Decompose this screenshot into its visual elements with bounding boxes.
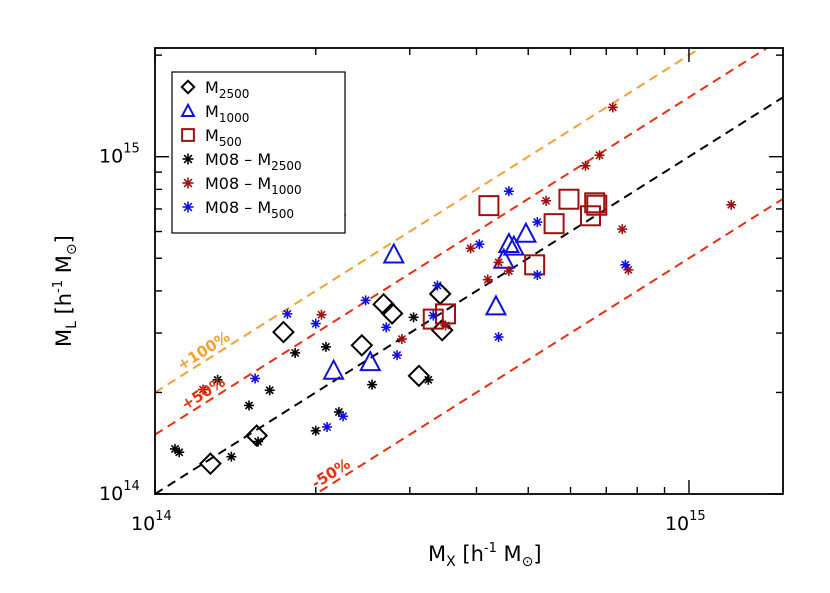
data-point xyxy=(617,224,628,235)
data-point xyxy=(493,332,504,343)
data-point xyxy=(422,308,444,330)
data-point xyxy=(594,150,605,161)
series-m08-m2500 xyxy=(169,312,434,462)
data-point xyxy=(282,308,293,319)
data-point xyxy=(396,334,407,345)
data-point xyxy=(579,205,601,227)
data-point xyxy=(478,195,500,217)
data-point xyxy=(502,234,526,256)
legend-marker xyxy=(182,153,194,165)
tick-labels: 1014 1015 1014 1015 xyxy=(99,142,706,535)
data-point xyxy=(245,424,269,447)
data-point xyxy=(212,374,223,385)
legend-marker xyxy=(180,102,196,117)
legend-marker xyxy=(180,79,196,95)
data-point xyxy=(338,411,349,422)
data-point xyxy=(322,421,333,432)
x-axis-label: MX [h-1 M⊙] xyxy=(428,541,542,570)
reference-line xyxy=(155,48,703,394)
data-point xyxy=(310,318,321,329)
data-point xyxy=(465,243,476,254)
data-point xyxy=(432,280,443,291)
data-point xyxy=(620,259,631,270)
data-points xyxy=(169,102,737,476)
data-point xyxy=(558,188,580,210)
reference-line xyxy=(313,197,783,494)
data-point xyxy=(428,282,452,306)
data-point xyxy=(430,318,454,342)
data-point xyxy=(407,364,431,388)
data-point xyxy=(264,385,275,396)
data-point xyxy=(359,349,382,372)
data-point xyxy=(484,294,508,316)
data-point xyxy=(474,239,485,250)
data-point xyxy=(541,195,552,206)
legend-label: M08 – M2500 xyxy=(205,150,302,173)
data-point xyxy=(250,373,261,384)
data-point xyxy=(392,350,403,361)
data-point xyxy=(320,341,331,352)
legend-marker xyxy=(182,177,194,189)
line-label: -50% xyxy=(308,455,353,493)
axis-ticks xyxy=(154,48,783,495)
reference-line xyxy=(155,48,769,436)
legend-label: M08 – M1000 xyxy=(205,174,302,197)
data-point xyxy=(380,302,404,325)
data-point xyxy=(607,102,618,113)
x-tick-label: 1014 xyxy=(131,509,172,535)
data-point xyxy=(316,309,327,320)
data-point xyxy=(198,384,209,395)
line-label: +100% xyxy=(174,328,233,375)
data-point xyxy=(253,436,264,447)
legend-label: M08 – M500 xyxy=(205,198,294,221)
data-point xyxy=(423,374,434,385)
data-point xyxy=(310,425,321,436)
legend-marker xyxy=(182,201,194,213)
series-m1000 xyxy=(322,221,538,380)
data-point xyxy=(199,452,222,476)
data-point xyxy=(503,266,514,277)
data-point xyxy=(543,213,565,235)
data-point xyxy=(726,199,737,210)
legend-label: M500 xyxy=(205,126,242,149)
data-point xyxy=(174,447,185,458)
data-point xyxy=(532,217,543,228)
legend-label: M1000 xyxy=(205,102,249,125)
y-axis-label: ML [h-1 M⊙] xyxy=(51,235,80,347)
data-point xyxy=(350,333,374,357)
data-point xyxy=(226,451,237,462)
data-point xyxy=(586,194,608,216)
data-point xyxy=(493,257,504,268)
data-point xyxy=(532,269,543,280)
data-point xyxy=(580,160,591,171)
data-point xyxy=(290,347,301,358)
data-point xyxy=(408,312,419,323)
legend-marker xyxy=(181,128,195,142)
data-point xyxy=(482,274,493,285)
data-point xyxy=(440,320,451,331)
data-point xyxy=(514,221,538,243)
data-point xyxy=(272,320,295,344)
series-m08-m500 xyxy=(250,186,631,432)
y-tick-label: 1015 xyxy=(99,142,140,168)
y-tick-label: 1014 xyxy=(99,479,140,505)
data-point xyxy=(360,295,371,306)
x-tick-label: 1015 xyxy=(665,509,706,535)
legend-box xyxy=(171,71,346,234)
data-point xyxy=(428,310,439,321)
legend-label: M2500 xyxy=(205,78,249,101)
data-point xyxy=(381,322,392,333)
plot-frame xyxy=(154,47,784,495)
data-point xyxy=(367,379,378,390)
data-point xyxy=(503,186,514,197)
data-point xyxy=(382,242,405,264)
data-point xyxy=(244,400,255,411)
data-point xyxy=(584,192,606,214)
data-point xyxy=(322,358,345,380)
line-annotations: +100%+50%-50% xyxy=(174,328,354,493)
data-point xyxy=(497,231,521,254)
